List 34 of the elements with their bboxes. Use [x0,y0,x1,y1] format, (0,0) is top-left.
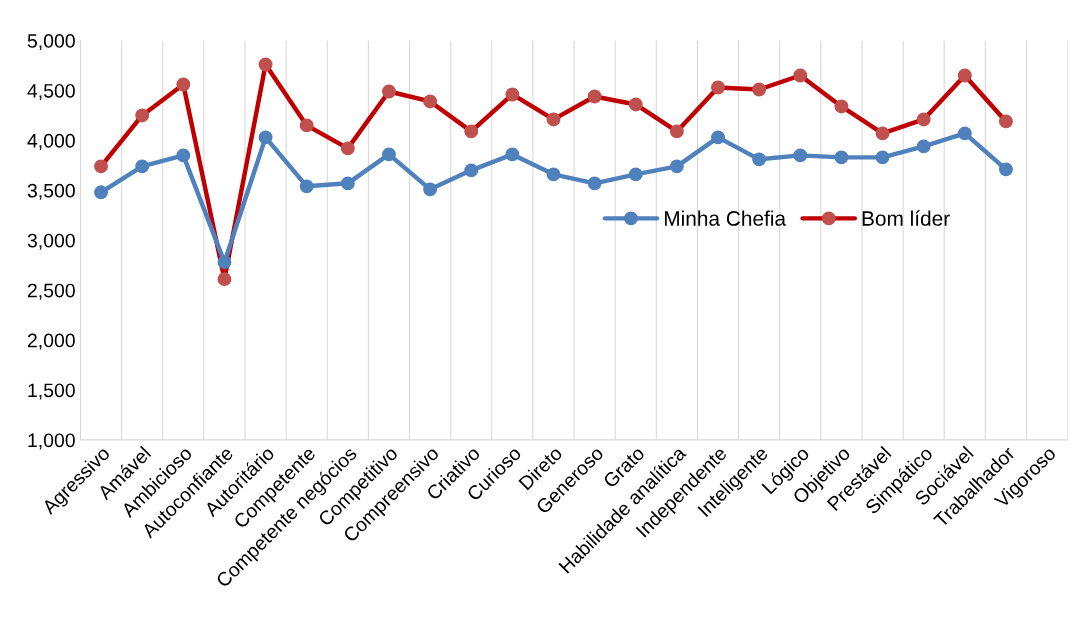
point [711,130,725,145]
point [875,150,890,165]
point [94,185,108,200]
point [669,159,684,174]
point [258,130,273,145]
point [340,176,355,191]
point [176,148,191,163]
point [505,147,520,162]
point [834,150,849,165]
point [217,255,232,270]
legend-label: Minha Chefia [664,210,787,226]
point [299,179,314,194]
point [998,162,1013,177]
y-tick-label: 1,500 [28,383,75,400]
point [464,163,479,178]
point [752,152,767,167]
legend-label: Bom líder [862,210,950,226]
y-tick-label: 1,000 [28,433,75,450]
point [587,176,602,191]
point [546,167,561,182]
point [423,182,438,197]
point [382,147,396,162]
point [135,159,150,174]
point [916,139,931,154]
point [628,167,643,182]
point [793,148,808,163]
y-tick-label: 4,000 [27,133,75,150]
y-tick-label: 4,500 [27,83,75,101]
y-tick-label: 5,000 [27,34,75,51]
y-tick-label: 3,500 [27,183,75,200]
y-tick-label: 2,000 [27,333,75,350]
y-tick-label: 2,500 [27,283,75,300]
y-tick-label: 3,000 [27,233,75,250]
point [957,126,972,141]
